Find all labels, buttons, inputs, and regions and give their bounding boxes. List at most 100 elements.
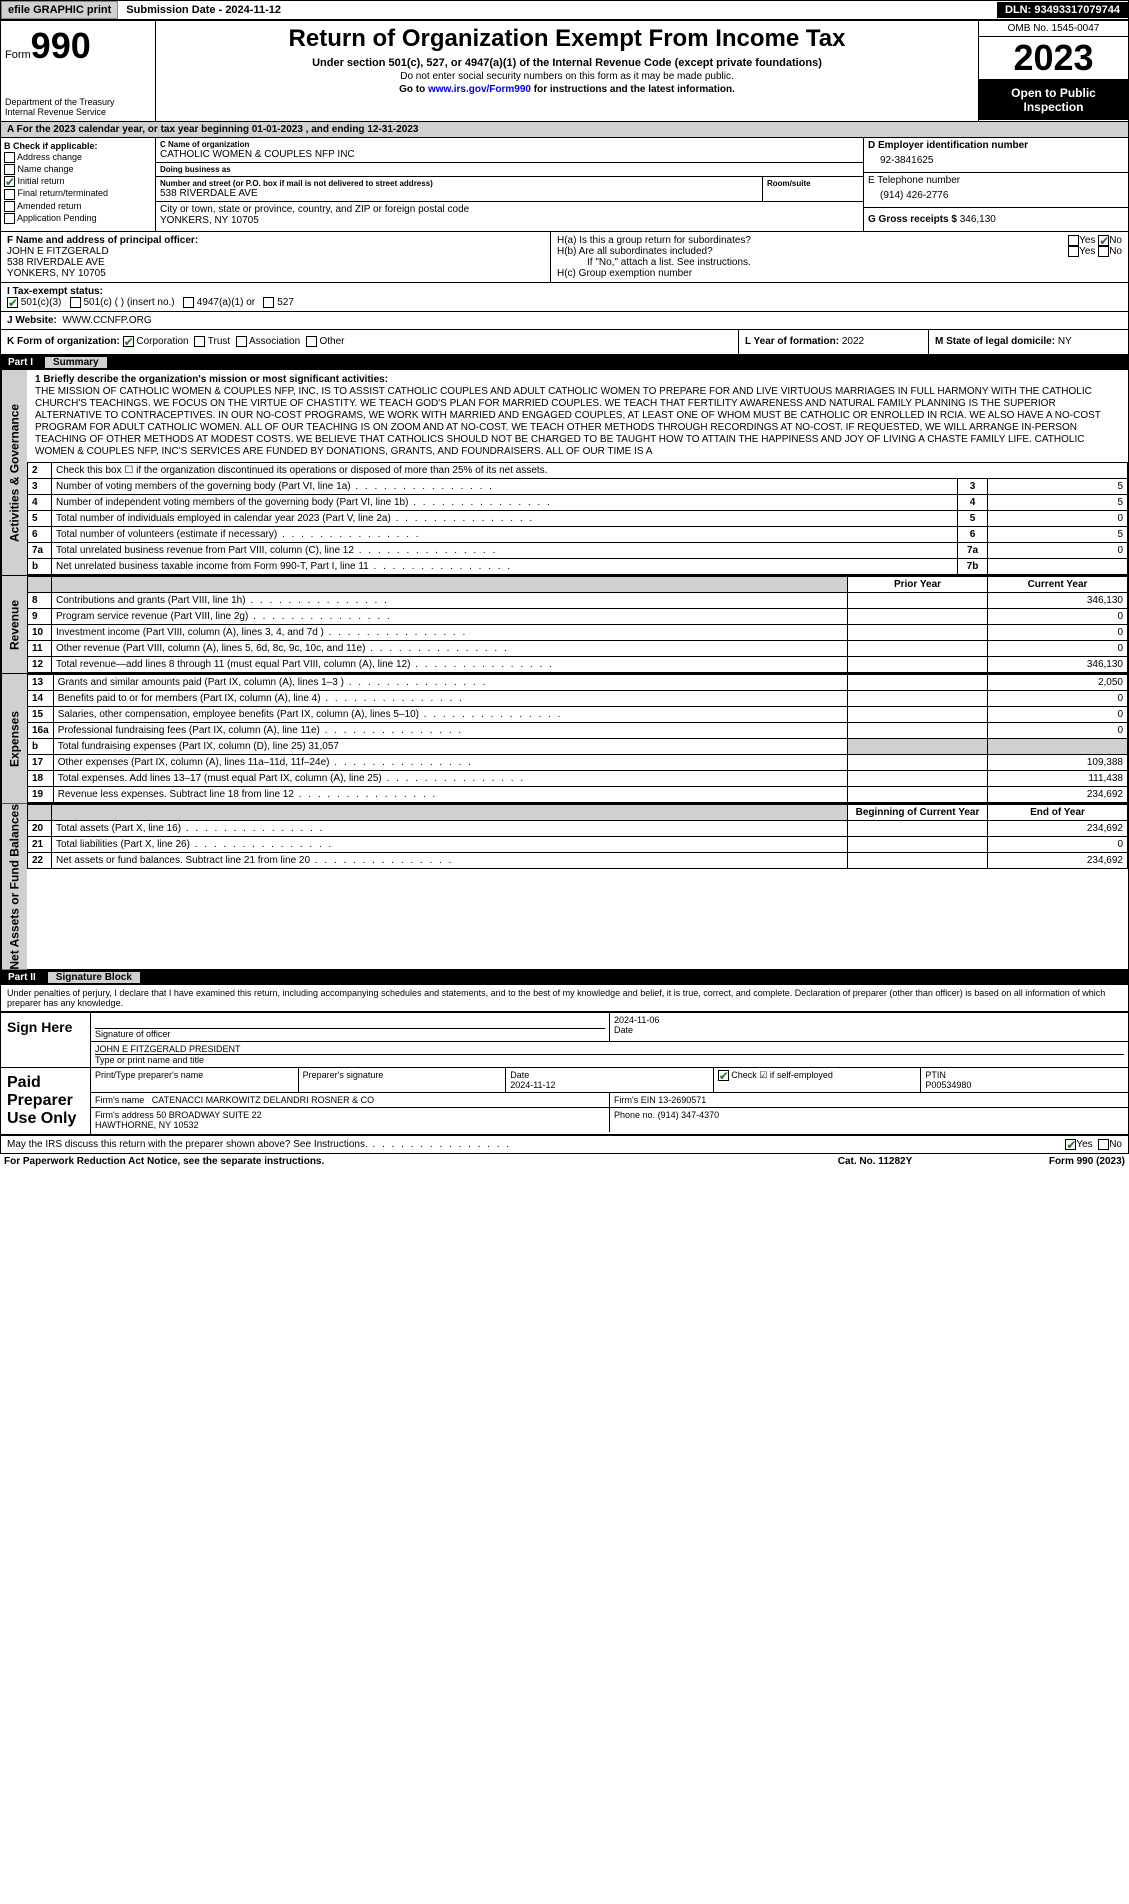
city-value: YONKERS, NY 10705 <box>160 215 859 226</box>
prep-date-label: Date <box>510 1070 529 1080</box>
signature-block: Sign Here Signature of officer 2024-11-0… <box>0 1012 1129 1136</box>
mission-label: 1 Briefly describe the organization's mi… <box>35 374 388 385</box>
org-name-label: C Name of organization <box>160 140 859 149</box>
website-value: WWW.CCNFP.ORG <box>62 315 151 326</box>
website-label: J Website: <box>7 315 57 326</box>
ein-value: 92-3841625 <box>868 151 1124 170</box>
street-label: Number and street (or P.O. box if mail i… <box>160 179 758 188</box>
expenses-section: Expenses 13Grants and similar amounts pa… <box>0 674 1129 804</box>
dba-label: Doing business as <box>160 165 859 174</box>
checkbox-address-change[interactable] <box>4 152 15 163</box>
penalties-text: Under penalties of perjury, I declare th… <box>0 985 1129 1012</box>
h-a-label: H(a) Is this a group return for subordin… <box>557 235 1068 246</box>
checkbox-4947[interactable] <box>183 297 194 308</box>
officer-city: YONKERS, NY 10705 <box>7 268 544 279</box>
box-d-e-g: D Employer identification number 92-3841… <box>863 138 1128 231</box>
checkbox-self-employed[interactable] <box>718 1070 729 1081</box>
firm-phone-label: Phone no. <box>614 1110 655 1120</box>
form-header: Form990 Department of the Treasury Inter… <box>0 20 1129 122</box>
footer-left: For Paperwork Reduction Act Notice, see … <box>4 1156 775 1167</box>
checkbox-ha-yes[interactable] <box>1068 235 1079 246</box>
mission-text: THE MISSION OF CATHOLIC WOMEN & COUPLES … <box>35 386 1101 457</box>
checkbox-501c3[interactable] <box>7 297 18 308</box>
checkbox-527[interactable] <box>263 297 274 308</box>
room-label: Room/suite <box>767 179 859 188</box>
box-b: B Check if applicable: Address change Na… <box>1 138 156 231</box>
gross-receipts-label: G Gross receipts $ <box>868 214 957 225</box>
h-b-label: H(b) Are all subordinates included? <box>557 246 1068 257</box>
tax-exempt-label: I Tax-exempt status: <box>7 286 103 297</box>
sig-type-label: Type or print name and title <box>95 1055 1124 1065</box>
tax-exempt-row: I Tax-exempt status: 501(c)(3) 501(c) ( … <box>0 283 1129 312</box>
form-subtitle-1: Under section 501(c), 527, or 4947(a)(1)… <box>164 57 970 69</box>
gross-receipts-value: 346,130 <box>960 214 996 225</box>
box-b-label: B Check if applicable: <box>4 141 152 151</box>
sig-name: JOHN E FITZGERALD PRESIDENT <box>95 1044 1124 1055</box>
vlabel-activities: Activities & Governance <box>1 370 27 575</box>
h-c-label: H(c) Group exemption number <box>557 268 1122 279</box>
tax-year: 2023 <box>979 37 1128 80</box>
period-row-a: A For the 2023 calendar year, or tax yea… <box>0 122 1129 138</box>
sign-here-label: Sign Here <box>1 1013 91 1067</box>
box-l-value: 2022 <box>842 336 864 347</box>
phone-value: (914) 426-2776 <box>868 186 1124 205</box>
discuss-row: May the IRS discuss this return with the… <box>0 1136 1129 1154</box>
submission-date: Submission Date - 2024-11-12 <box>118 2 289 18</box>
org-name: CATHOLIC WOMEN & COUPLES NFP INC <box>160 149 859 160</box>
checkbox-501c[interactable] <box>70 297 81 308</box>
open-to-public: Open to Public Inspection <box>979 80 1128 120</box>
top-toolbar: efile GRAPHIC print Submission Date - 20… <box>0 0 1129 20</box>
firm-name-label: Firm's name <box>95 1095 144 1105</box>
identity-block: B Check if applicable: Address change Na… <box>0 138 1129 232</box>
firm-ein-label: Firm's EIN <box>614 1095 656 1105</box>
vlabel-revenue: Revenue <box>1 576 27 673</box>
irs-link[interactable]: www.irs.gov/Form990 <box>428 84 531 95</box>
checkbox-name-change[interactable] <box>4 164 15 175</box>
checkbox-corp[interactable] <box>123 336 134 347</box>
checkbox-trust[interactable] <box>194 336 205 347</box>
city-label: City or town, state or province, country… <box>160 204 859 215</box>
officer-street: 538 RIVERDALE AVE <box>7 257 544 268</box>
sig-date-label: Date <box>614 1025 1124 1035</box>
box-k-label: K Form of organization: <box>7 337 120 348</box>
checkbox-discuss-yes[interactable] <box>1065 1139 1076 1150</box>
sig-officer-label: Signature of officer <box>95 1029 605 1039</box>
checkbox-hb-yes[interactable] <box>1068 246 1079 257</box>
governance-table: 2Check this box ☐ if the organization di… <box>27 462 1128 575</box>
omb-number: OMB No. 1545-0047 <box>979 21 1128 37</box>
part-2-header: Part II Signature Block <box>0 970 1129 985</box>
box-m-value: NY <box>1058 336 1072 347</box>
form-title: Return of Organization Exempt From Incom… <box>164 25 970 53</box>
form-subtitle-2: Do not enter social security numbers on … <box>164 71 970 82</box>
checkbox-hb-no[interactable] <box>1098 246 1109 257</box>
prep-sig-label: Preparer's signature <box>299 1068 507 1092</box>
checkbox-assoc[interactable] <box>236 336 247 347</box>
checkbox-discuss-no[interactable] <box>1098 1139 1109 1150</box>
firm-addr2: HAWTHORNE, NY 10532 <box>95 1120 199 1130</box>
ptin-value: P00534980 <box>925 1080 971 1090</box>
ptin-label: PTIN <box>925 1070 946 1080</box>
k-l-m-row: K Form of organization: Corporation Trus… <box>0 330 1129 354</box>
phone-label: E Telephone number <box>868 175 1124 186</box>
form-number: Form990 <box>5 25 151 67</box>
part-2-title: Signature Block <box>48 972 140 983</box>
footer-right: Form 990 (2023) <box>975 1156 1125 1167</box>
checkbox-final-return[interactable] <box>4 189 15 200</box>
box-h: H(a) Is this a group return for subordin… <box>551 232 1128 282</box>
checkbox-amended[interactable] <box>4 201 15 212</box>
part-1-header: Part I Summary <box>0 355 1129 370</box>
dln-number: DLN: 93493317079744 <box>997 2 1128 18</box>
revenue-section: Revenue Prior YearCurrent Year8Contribut… <box>0 576 1129 674</box>
page-footer: For Paperwork Reduction Act Notice, see … <box>0 1154 1129 1169</box>
checkbox-app-pending[interactable] <box>4 213 15 224</box>
checkbox-other[interactable] <box>306 336 317 347</box>
checkbox-initial-return[interactable] <box>4 176 15 187</box>
checkbox-ha-no[interactable] <box>1098 235 1109 246</box>
efile-print-button[interactable]: efile GRAPHIC print <box>1 1 118 19</box>
officer-name: JOHN E FITZGERALD <box>7 246 544 257</box>
officer-label: F Name and address of principal officer: <box>7 235 544 246</box>
box-c: C Name of organization CATHOLIC WOMEN & … <box>156 138 863 231</box>
street-value: 538 RIVERDALE AVE <box>160 188 758 199</box>
discuss-text: May the IRS discuss this return with the… <box>7 1139 368 1150</box>
sig-date: 2024-11-06 <box>614 1015 1124 1025</box>
